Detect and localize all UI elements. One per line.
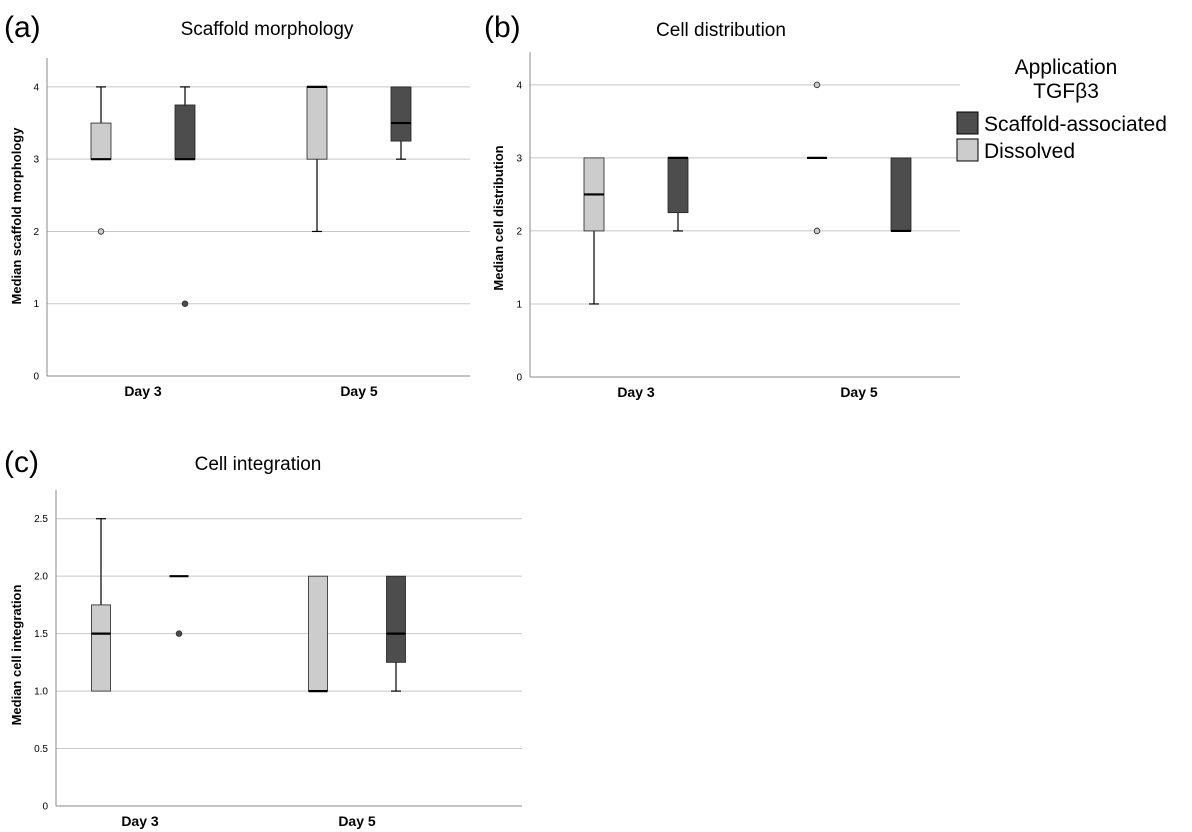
legend-swatch-dissolved xyxy=(956,138,979,162)
y-tick-label: 2.0 xyxy=(34,572,48,583)
y-tick-label: 0 xyxy=(516,373,522,384)
panel-a: (a) Scaffold morphology Median scaffold … xyxy=(4,11,470,399)
x-tick-label: Day 3 xyxy=(121,813,159,829)
box xyxy=(90,122,112,160)
box xyxy=(390,86,412,142)
panel-b-y-axis-label: Median cell distribution xyxy=(491,145,506,290)
panel-c-title: Cell integration xyxy=(195,454,322,475)
legend-label-scaffold-associated: Scaffold-associated xyxy=(984,113,1167,136)
outlier-point xyxy=(97,228,105,235)
panel-b-letter: (b) xyxy=(484,11,521,44)
panel-a-plot-area: 0 1 2 3 4 Day 3 Day 5 xyxy=(33,58,470,399)
x-tick-label: Day 3 xyxy=(124,383,162,399)
outlier-point xyxy=(175,630,183,637)
y-tick-label: 2 xyxy=(33,227,39,238)
panel-a-letter: (a) xyxy=(4,11,41,44)
y-tick-label: 1.5 xyxy=(34,629,48,640)
panel-c: (c) Cell integration Median cell integra… xyxy=(4,446,522,829)
y-tick-label: 1 xyxy=(33,299,39,310)
legend-title: Application xyxy=(1015,56,1118,79)
panel-b-title: Cell distribution xyxy=(656,20,786,41)
panel-b-plot-area: 0 1 2 3 4 Day 3 Day 5 xyxy=(516,52,960,400)
x-tick-label: Day 5 xyxy=(338,813,376,829)
x-tick-label: Day 3 xyxy=(617,384,655,400)
y-tick-label: 2.5 xyxy=(34,514,48,525)
box xyxy=(667,157,689,214)
box xyxy=(306,86,328,160)
outlier-point xyxy=(813,81,821,89)
legend-label-dissolved: Dissolved xyxy=(984,140,1075,163)
box xyxy=(890,157,912,232)
panel-a-title: Scaffold morphology xyxy=(181,19,354,40)
legend: Application TGFβ3 Scaffold-associated Di… xyxy=(956,56,1167,163)
panel-c-letter: (c) xyxy=(4,446,39,479)
legend-swatch-scaffold-associated xyxy=(956,111,979,135)
box xyxy=(308,575,328,692)
y-tick-label: 0.5 xyxy=(34,744,48,755)
y-tick-label: 4 xyxy=(33,82,39,93)
y-tick-label: 1 xyxy=(516,299,522,310)
panel-c-plot-area: 0 0.5 1.0 1.5 2.0 2.5 Day 3 Day 5 xyxy=(34,490,522,829)
y-tick-label: 0 xyxy=(33,372,39,383)
box xyxy=(174,104,196,160)
outlier-point xyxy=(813,227,821,235)
y-tick-label: 0 xyxy=(42,802,48,813)
y-tick-label: 3 xyxy=(33,155,39,166)
panel-a-y-axis-label: Median scaffold morphology xyxy=(9,127,24,305)
outlier-point xyxy=(181,300,189,307)
panel-b: (b) Cell distribution Median cell distri… xyxy=(484,11,960,400)
x-tick-label: Day 5 xyxy=(840,384,878,400)
box xyxy=(386,575,406,663)
legend-subtitle: TGFβ3 xyxy=(1033,80,1099,103)
y-tick-label: 4 xyxy=(516,80,522,91)
y-tick-label: 1.0 xyxy=(34,687,48,698)
box xyxy=(91,604,111,692)
x-tick-label: Day 5 xyxy=(340,383,378,399)
y-tick-label: 2 xyxy=(516,226,522,237)
panel-c-y-axis-label: Median cell integration xyxy=(9,585,24,726)
y-tick-label: 3 xyxy=(516,153,522,164)
